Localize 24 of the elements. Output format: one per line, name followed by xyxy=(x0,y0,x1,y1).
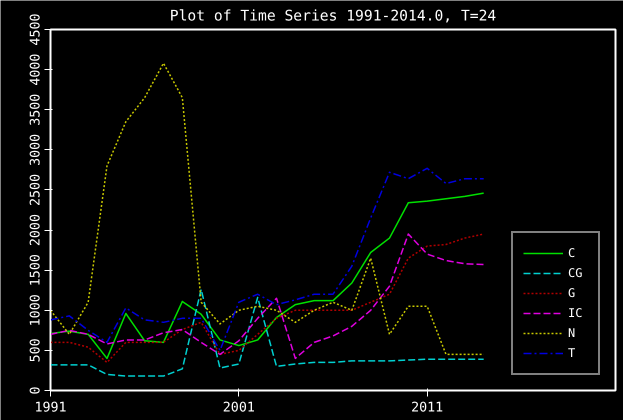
y-tick-label: 4500 xyxy=(28,13,44,46)
y-tick-label: 2000 xyxy=(28,214,44,246)
legend-label: G xyxy=(568,286,576,300)
y-tick-label: 2500 xyxy=(28,174,44,206)
legend-label: T xyxy=(568,346,576,360)
line-series xyxy=(50,168,484,352)
x-tick-label: 1991 xyxy=(34,400,67,416)
legend-label: IC xyxy=(568,306,584,320)
chart-title: Plot of Time Series 1991-2014.0, T=24 xyxy=(170,8,496,24)
legend-label: N xyxy=(568,326,576,340)
legend-label: C xyxy=(568,246,576,260)
y-tick-label: 0 xyxy=(28,386,44,395)
y-tick-label: 500 xyxy=(28,338,44,362)
y-tick-label: 3000 xyxy=(28,134,44,166)
y-tick-label: 1500 xyxy=(28,254,44,286)
legend-label: CG xyxy=(568,266,584,280)
x-tick-label: 2011 xyxy=(411,400,444,416)
line-series xyxy=(50,288,484,377)
y-tick-label: 4000 xyxy=(28,54,44,86)
line-series xyxy=(50,192,484,360)
line-series xyxy=(50,62,484,356)
y-tick-label: 1000 xyxy=(28,294,44,326)
x-tick-label: 2001 xyxy=(222,400,255,416)
y-tick-label: 3500 xyxy=(28,94,44,126)
